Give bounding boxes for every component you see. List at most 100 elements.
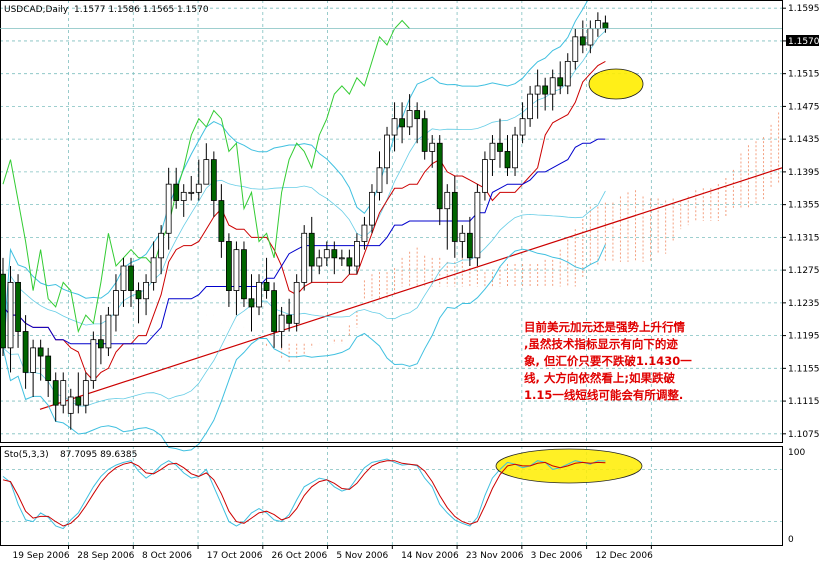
candle-body-55 [414,110,421,120]
candle-61 [459,225,466,258]
candle-46 [346,249,353,275]
candle-body-56 [421,118,428,152]
candle-body-79 [594,20,601,30]
candle-body-11 [82,380,89,406]
current-price-tag-bg [786,35,819,46]
candle-68 [512,126,518,176]
candle-6 [45,347,52,397]
candle-4 [30,339,37,397]
candle-body-54 [406,110,413,128]
candle-1 [7,266,14,373]
candle-body-1 [7,281,14,349]
candle-75 [564,53,571,95]
candle-body-57 [429,142,436,152]
ichimoku-cloud [266,112,780,363]
candle-8 [60,372,67,414]
time-tick-label-8: 3 Dec 2006 [531,551,583,561]
candle-80 [602,15,609,33]
candle-21 [158,225,165,275]
candle-body-9 [67,396,74,414]
time-axis: 19 Sep 2006 28 Sep 2006 8 Oct 2006 17 Oct 2… [13,545,653,561]
candle-body-47 [354,241,360,267]
candle-body-68 [512,134,518,169]
candle-37 [278,306,285,348]
candle-body-80 [602,22,609,30]
chart-header-symbol: USDCAD,Daily [4,5,69,15]
candle-body-3 [22,331,29,373]
candles [0,12,609,430]
candle-body-78 [587,28,594,46]
candle-body-72 [542,85,549,95]
candle-19 [143,274,149,316]
candle-7 [52,372,59,422]
candle-2 [15,274,21,348]
trendline [39,167,783,410]
candle-13 [97,315,104,365]
candle-body-58 [436,142,443,210]
candle-body-23 [173,183,180,201]
candle-17 [128,257,134,307]
candle-27 [203,143,210,185]
candle-43 [323,241,330,267]
candle-57 [429,135,436,168]
candle-body-60 [451,191,458,242]
candle-22 [165,167,172,250]
chikou-line [2,19,410,334]
candle-body-4 [30,347,37,373]
candle-body-74 [557,77,564,87]
stoch-signal-line-over [499,461,606,475]
candle-74 [557,61,564,95]
price-tick-label-13: 1.1075 [788,430,820,440]
candle-body-6 [45,355,52,382]
candle-body-5 [37,347,44,357]
candle-body-0 [0,273,6,349]
candle-11 [82,372,89,414]
price-tick-label-0: 1.1595 [788,4,820,14]
candle-24 [180,184,187,217]
candle-body-41 [308,232,315,267]
candle-body-22 [165,183,172,234]
stoch-tick-label-0: 100 [788,448,805,458]
candle-9 [67,388,74,430]
candle-60 [451,175,458,258]
candle-28 [210,151,217,217]
candle-body-42 [316,257,323,267]
candle-body-21 [158,232,165,259]
candle-body-65 [489,142,496,161]
candle-15 [113,274,119,332]
candle-body-31 [233,249,240,291]
candle-body-70 [527,93,533,120]
candle-body-13 [97,339,104,349]
candle-body-16 [120,265,127,291]
candle-73 [549,69,556,111]
candle-69 [519,102,526,144]
candle-body-69 [519,118,526,136]
candle-body-38 [286,314,293,324]
candle-51 [384,126,390,185]
candle-72 [542,77,549,111]
candle-body-8 [60,380,67,406]
candle-3 [22,315,29,389]
candle-body-26 [195,183,202,193]
candle-53 [399,102,405,144]
candle-62 [466,216,473,267]
candle-49 [369,184,375,234]
candle-body-10 [75,396,82,406]
candle-body-28 [210,159,217,201]
candle-body-17 [128,265,134,291]
candle-59 [444,184,451,250]
candle-body-73 [549,77,556,95]
price-tick-label-3: 1.1475 [788,102,820,112]
candle-body-19 [143,281,149,300]
candle-18 [135,282,142,324]
candle-30 [225,233,232,307]
price-tick-label-9: 1.1235 [788,299,820,309]
candle-body-33 [248,298,255,308]
annotation: 目前美元加元还是强势上升行情 ,虽然技术指标显示有向下的迹 象, 但汇价只要不跌… [524,320,692,402]
candle-0 [0,257,6,357]
candle-body-59 [444,191,451,210]
candle-5 [37,339,44,381]
candle-body-67 [504,151,511,169]
stoch-frame [0,446,783,546]
time-tick-label-9: 12 Dec 2006 [595,551,653,561]
